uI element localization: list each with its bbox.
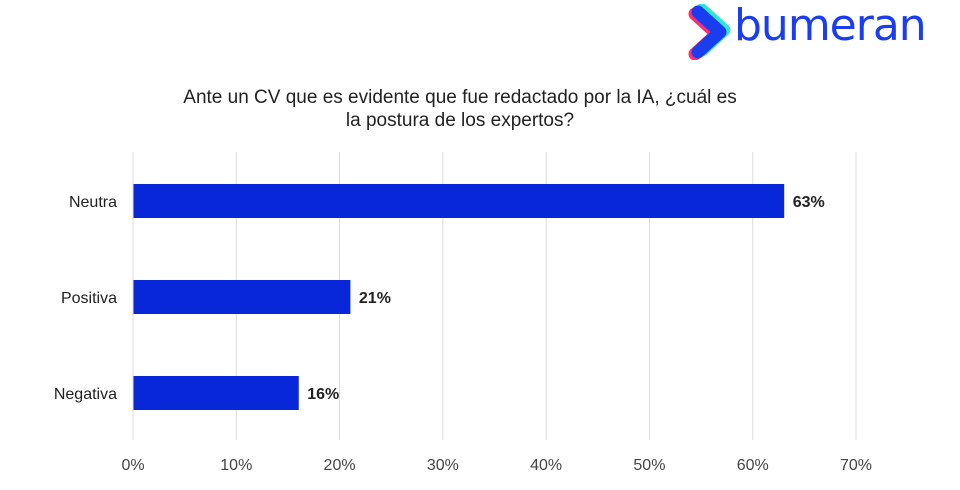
value-label: 63% bbox=[793, 194, 825, 211]
x-tick-label: 30% bbox=[427, 457, 459, 474]
chart-title: Ante un CV que es evidente que fue redac… bbox=[0, 86, 920, 132]
chart-title-line-2: la postura de los expertos? bbox=[345, 110, 575, 131]
category-labels: Neutra Positiva Negativa bbox=[54, 194, 117, 403]
chart-title-line-1: Ante un CV que es evidente que fue redac… bbox=[183, 87, 737, 108]
bar-positiva bbox=[133, 280, 351, 314]
value-label: 21% bbox=[359, 290, 391, 307]
x-tick-label: 70% bbox=[840, 457, 872, 474]
value-labels: 63% 21% 16% bbox=[307, 194, 824, 403]
bar-negativa bbox=[133, 376, 299, 410]
x-tick-label: 40% bbox=[530, 457, 562, 474]
x-tick-label: 0% bbox=[121, 457, 144, 474]
x-tick-label: 20% bbox=[324, 457, 356, 474]
bumeran-logo: bumeran bbox=[684, 0, 944, 60]
x-tick-label: 60% bbox=[737, 457, 769, 474]
category-label: Neutra bbox=[69, 194, 117, 211]
bars bbox=[133, 184, 785, 410]
value-label: 16% bbox=[307, 386, 339, 403]
category-label: Positiva bbox=[61, 290, 117, 307]
category-label: Negativa bbox=[54, 386, 117, 403]
x-tick-label: 50% bbox=[633, 457, 665, 474]
x-tick-label: 10% bbox=[220, 457, 252, 474]
logo-chevron-icon bbox=[688, 4, 731, 60]
logo-text: bumeran bbox=[734, 0, 927, 51]
bar-neutra bbox=[133, 184, 785, 218]
x-tick-labels: 0% 10% 20% 30% 40% 50% 60% 70% bbox=[121, 457, 872, 474]
